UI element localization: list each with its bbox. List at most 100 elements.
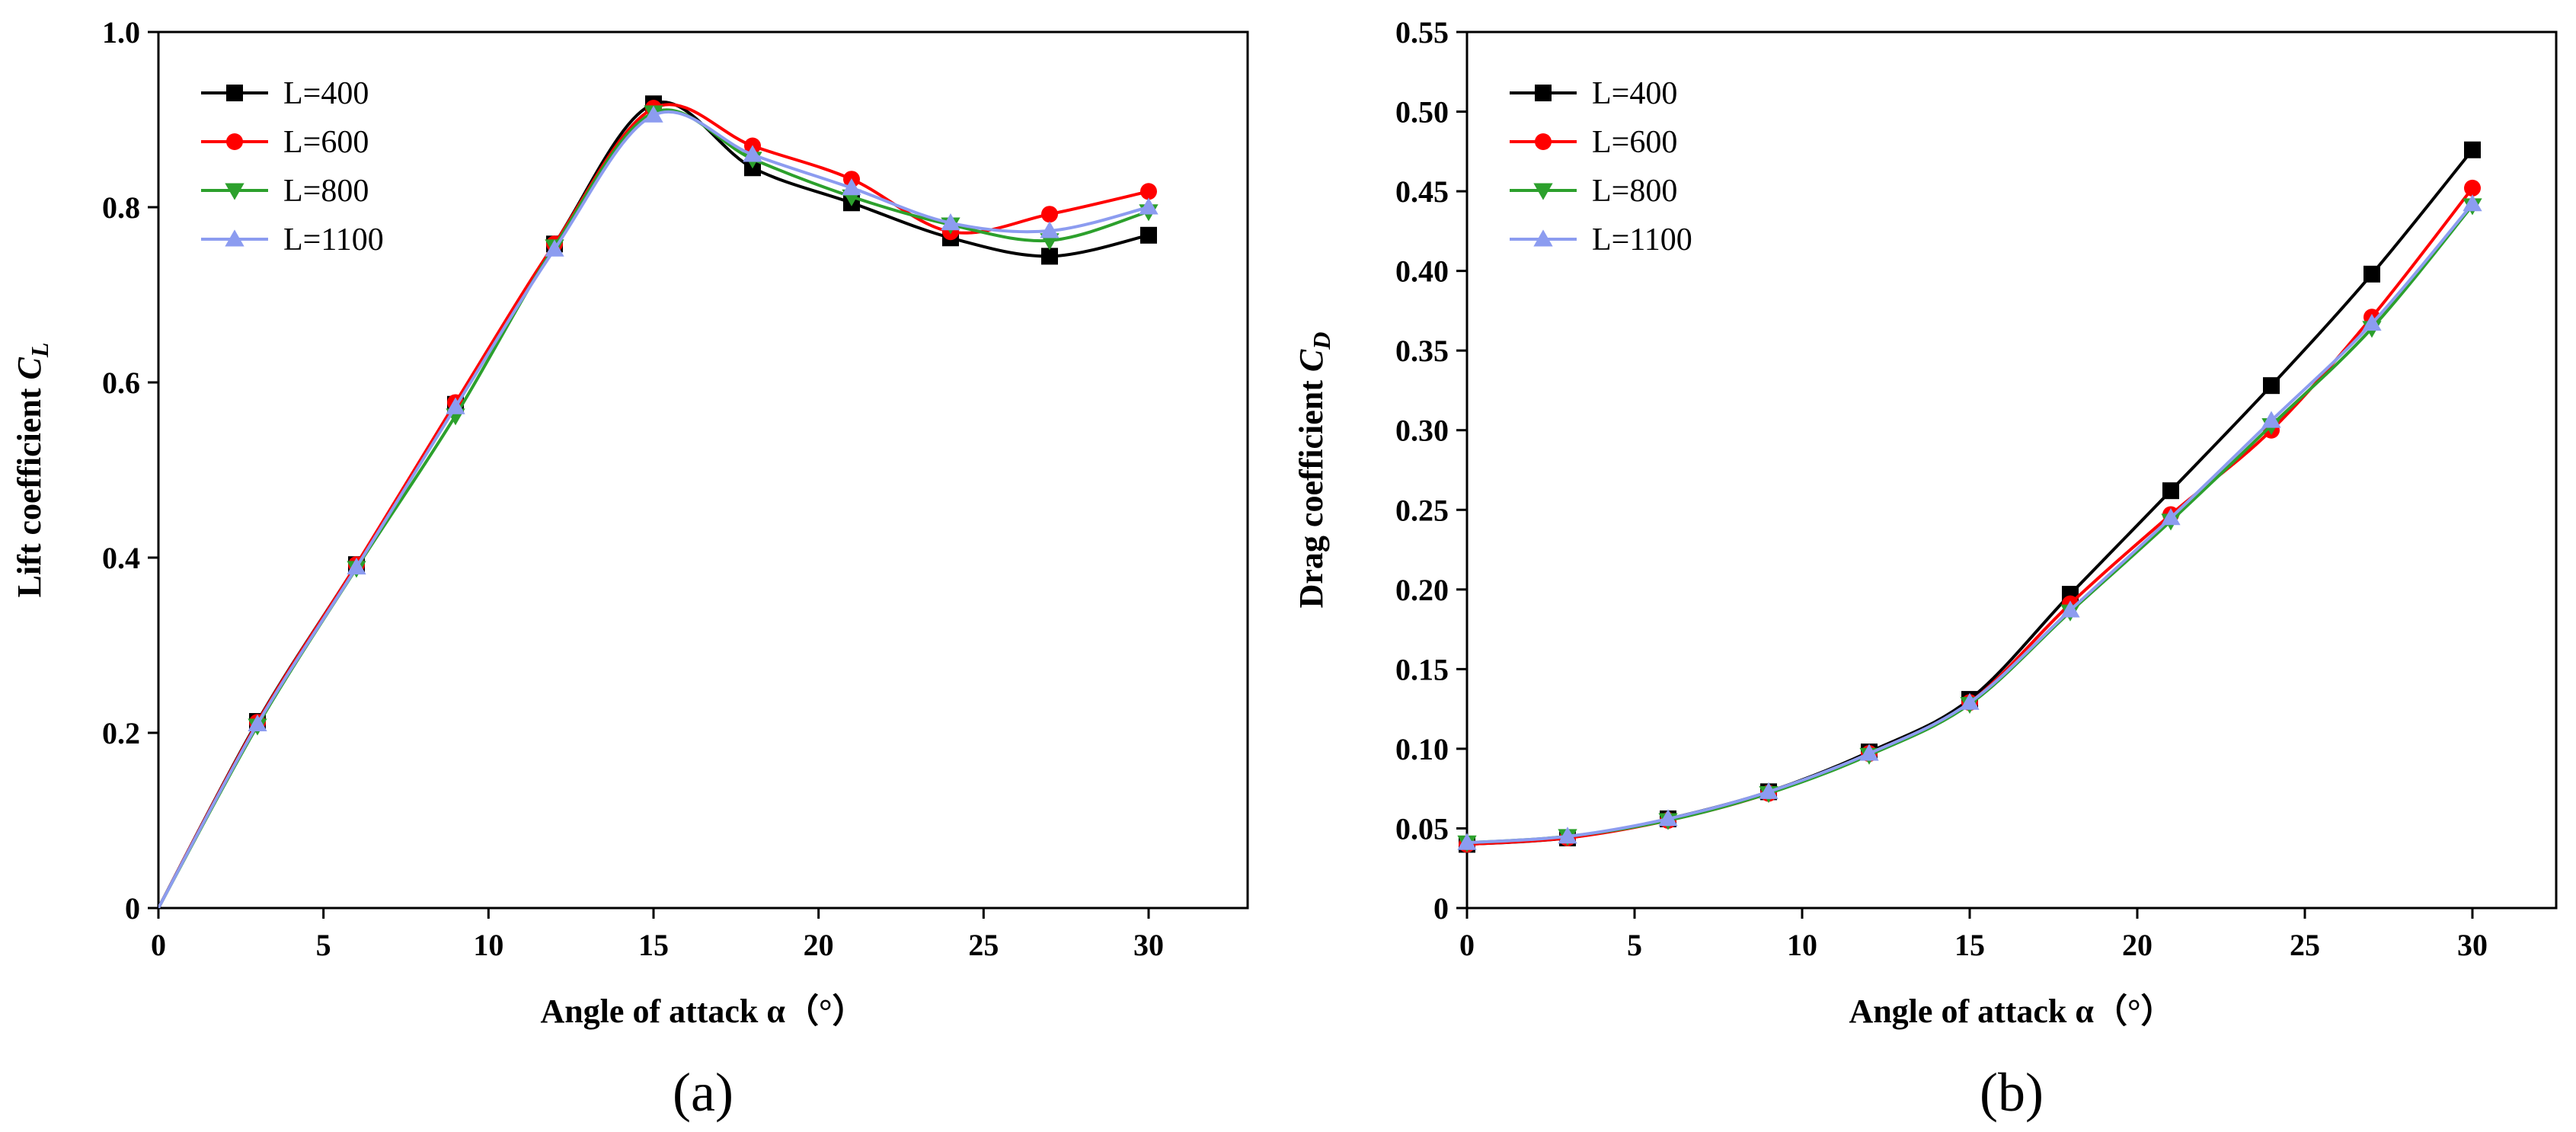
0-legend-label: L=400	[283, 76, 369, 111]
0-x-tick-label: 30	[1133, 928, 1164, 962]
1-x-tick-label: 0	[1459, 928, 1475, 962]
1-legend-marker	[1535, 133, 1552, 150]
1-legend-entry: L=400	[1510, 76, 1677, 111]
1-legend-marker	[1533, 183, 1553, 200]
0-data-point	[1140, 226, 1157, 244]
0-y-tick-label: 0.6	[102, 366, 140, 400]
1-legend-entry: L=1100	[1510, 222, 1692, 257]
1-data-point	[1859, 743, 1879, 761]
1-y-tick-label: 0.10	[1395, 732, 1449, 766]
0-y-axis-title-symbol: C	[11, 357, 48, 380]
0-plot-frame	[157, 30, 1249, 910]
0-y-tick-label: 0.8	[102, 190, 140, 225]
1-legend-label: L=1100	[1592, 222, 1692, 257]
0-series-l-1100	[158, 105, 1159, 908]
0-legend-marker	[226, 85, 243, 101]
0-legend-label: L=800	[283, 174, 369, 209]
1-legend-marker	[1535, 85, 1552, 101]
1-data-point	[2363, 265, 2380, 283]
1-data-point	[2161, 508, 2181, 526]
1-y-tick-label: 0.40	[1395, 254, 1449, 289]
1-legend-label: L=600	[1592, 125, 1677, 160]
0-data-point	[446, 397, 465, 414]
0-legend-label: L=1100	[283, 222, 384, 257]
1-legend-entry: L=800	[1510, 174, 1677, 209]
0-data-point	[644, 105, 663, 123]
0-data-point	[743, 145, 762, 162]
0-y-tick-label: 0.2	[102, 716, 140, 750]
0-data-point	[842, 178, 861, 196]
1-y-tick-label: 0.15	[1395, 652, 1449, 686]
1-legend-marker	[1533, 229, 1553, 247]
0-y-axis-title: Lift coefficient CL	[11, 343, 53, 598]
drag-coefficient-chart: 0 5 10 15 20 25 30 0 0.05 0.10 0.15 0.20 0.25 0.30 0.3…	[1293, 15, 2558, 1123]
1-data-point	[2362, 313, 2382, 331]
1-data-point	[2261, 411, 2281, 428]
0-legend-label: L=600	[283, 125, 369, 160]
1-data-point	[2263, 377, 2280, 395]
0-x-tick-label: 10	[473, 928, 503, 962]
1-data-point	[2060, 600, 2080, 618]
0-data-point	[347, 558, 366, 575]
1-x-tick-label: 15	[1954, 928, 1985, 962]
1-x-tick-label: 5	[1627, 928, 1642, 962]
0-data-point	[1041, 206, 1058, 223]
1-data-point	[1960, 692, 1980, 710]
1-y-tick-label: 0.05	[1395, 811, 1449, 846]
1-data-point	[1759, 782, 1779, 799]
0-legend-entry: L=600	[201, 125, 369, 160]
0-legend-marker	[225, 183, 244, 200]
1-series-l-1100	[1457, 194, 2482, 850]
0-x-axis-title: Angle of attack α（°）	[540, 993, 865, 1030]
1-y-tick-label: 0.45	[1395, 174, 1449, 209]
1-x-tick-label: 30	[2457, 928, 2488, 962]
1-legend-label: L=800	[1592, 174, 1677, 209]
0-y-axis-title-text: Lift coefficient	[11, 380, 48, 598]
1-x-tick-label: 20	[2122, 928, 2153, 962]
1-legend-label: L=400	[1592, 76, 1677, 111]
0-x-tick-label: 5	[316, 928, 331, 962]
1-data-point	[1658, 809, 1678, 827]
1-data-point	[2464, 179, 2481, 197]
1-y-tick-label: 0.20	[1395, 573, 1449, 607]
0-y-axis-title-subscript: L	[26, 343, 53, 359]
0-legend-entry: L=800	[201, 174, 369, 209]
1-panel-label: (b)	[1980, 1062, 2044, 1123]
0-x-tick-label: 15	[638, 928, 669, 962]
1-y-tick-label: 0.55	[1395, 15, 1449, 50]
0-data-point	[248, 714, 267, 731]
0-data-point	[1041, 248, 1058, 265]
1-y-tick-label: 0.35	[1395, 334, 1449, 368]
1-y-axis-title-text: Drag coefficient	[1293, 372, 1330, 608]
1-y-tick-label: 0.25	[1395, 493, 1449, 527]
1-data-point	[2464, 141, 2481, 158]
1-y-axis-title: Drag coefficient CD	[1293, 332, 1335, 609]
1-legend-entry: L=600	[1510, 125, 1677, 160]
0-x-tick-label: 0	[151, 928, 166, 962]
1-y-axis-title-symbol: C	[1293, 349, 1330, 372]
0-x-tick-label: 20	[804, 928, 834, 962]
0-data-point	[1040, 221, 1059, 238]
1-y-tick-label: 0	[1433, 891, 1449, 926]
0-panel-label: (a)	[673, 1062, 733, 1123]
1-data-point	[1457, 833, 1477, 850]
1-data-point	[1558, 827, 1577, 844]
1-data-point	[2463, 194, 2482, 212]
0-legend-marker	[226, 133, 243, 150]
0-legend-entry: L=1100	[201, 222, 384, 257]
0-x-tick-label: 25	[968, 928, 999, 962]
1-series-line	[1467, 203, 2474, 845]
0-legend-marker	[225, 229, 244, 247]
0-data-point	[1139, 197, 1159, 215]
0-y-tick-label: 0.4	[102, 541, 140, 575]
1-y-tick-label: 0.50	[1395, 95, 1449, 130]
1-y-tick-label: 0.30	[1395, 414, 1449, 448]
0-y-tick-label: 1.0	[102, 15, 140, 50]
0-data-point	[1140, 183, 1157, 200]
1-y-axis-title-subscript: D	[1308, 332, 1335, 350]
1-x-tick-label: 10	[1787, 928, 1817, 962]
0-data-point	[545, 239, 564, 257]
0-y-tick-label: 0	[125, 891, 140, 926]
1-x-axis-title: Angle of attack α（°）	[1849, 993, 2174, 1030]
